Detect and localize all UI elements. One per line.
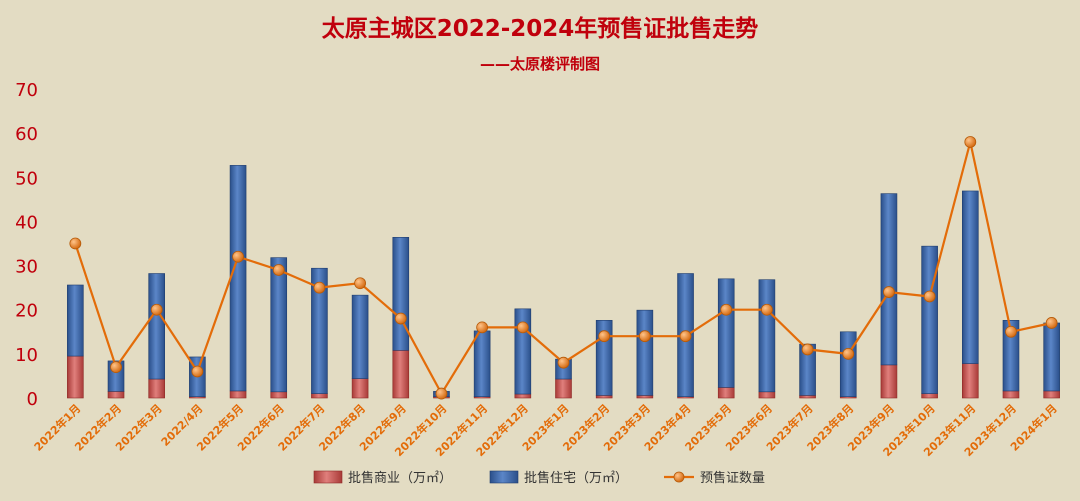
line-point	[679, 330, 692, 343]
line-point	[720, 303, 733, 316]
bar-residential	[758, 279, 776, 393]
x-axis-labels: 2022年1月2022年2月2022年3月2022/4月2022年5月2022年…	[31, 401, 1060, 459]
bar-commercial	[351, 378, 369, 399]
line-point	[842, 347, 855, 360]
bar-commercial	[555, 378, 572, 399]
line-point	[232, 250, 244, 263]
bar-commercial	[392, 350, 410, 399]
line-point	[354, 277, 367, 290]
line-point	[394, 312, 407, 325]
line-point	[191, 365, 204, 378]
bar-commercial	[311, 393, 328, 399]
bar-residential	[270, 257, 288, 393]
bar-residential	[839, 331, 857, 397]
line-permits	[74, 141, 1052, 396]
legend-label-permits: 预售证数量	[700, 470, 765, 486]
bar-residential	[392, 237, 410, 351]
line-point	[313, 281, 326, 294]
bar-residential	[1043, 322, 1060, 392]
legend-label-residential: 批售住宅（万㎡）	[524, 470, 628, 486]
bar-residential	[880, 193, 898, 366]
line-point	[516, 321, 529, 334]
bar-commercial	[799, 395, 816, 399]
line-point	[801, 343, 814, 356]
bar-commercial	[595, 395, 613, 399]
bar-commercial	[270, 391, 288, 399]
chart-title: 太原主城区2022-2024年预售证批售走势	[322, 15, 759, 42]
y-tick-label: 40	[15, 212, 38, 233]
line-point	[69, 237, 82, 250]
bar-commercial	[107, 391, 125, 399]
legend-swatch-residential	[489, 470, 519, 484]
bar-residential	[351, 294, 369, 379]
line-series	[69, 136, 1058, 400]
bar-commercial	[514, 393, 532, 399]
line-point	[557, 356, 570, 369]
line-point	[883, 286, 895, 298]
line-point	[272, 264, 285, 276]
chart-subtitle: ——太原楼评制图	[480, 55, 600, 73]
bar-residential	[636, 309, 654, 396]
legend-label-commercial: 批售商业（万㎡）	[348, 470, 452, 486]
line-point	[1045, 317, 1058, 329]
line-point	[964, 136, 977, 148]
line-point	[150, 303, 163, 316]
bars	[67, 165, 1060, 399]
bar-commercial	[148, 378, 165, 399]
bar-commercial	[880, 364, 898, 399]
line-point	[598, 330, 611, 343]
bar-residential	[311, 267, 328, 394]
bar-residential	[473, 330, 491, 397]
bar-residential	[717, 278, 735, 388]
y-axis: 0 10 20 30 40 50 60 70	[15, 80, 38, 410]
bar-residential	[148, 273, 165, 380]
line-point	[638, 330, 651, 343]
legend-swatch-permits-dot	[673, 471, 685, 483]
y-tick-label: 30	[15, 257, 38, 278]
line-point	[1005, 325, 1017, 338]
line-point	[761, 303, 773, 316]
bar-residential	[67, 284, 84, 357]
bar-residential	[921, 245, 938, 394]
bar-residential	[961, 190, 979, 364]
legend: 批售商业（万㎡） 批售住宅（万㎡） 预售证数量	[313, 470, 765, 486]
bar-residential	[229, 165, 247, 392]
bar-commercial	[717, 387, 735, 399]
y-tick-label: 10	[15, 345, 38, 366]
bar-commercial	[229, 390, 247, 399]
bar-commercial	[758, 391, 776, 399]
bar-commercial	[1002, 390, 1020, 399]
y-tick-label: 0	[27, 389, 38, 410]
y-tick-label: 20	[15, 301, 38, 322]
y-tick-label: 70	[15, 80, 38, 101]
line-point	[923, 290, 936, 303]
bar-residential	[1002, 320, 1020, 392]
line-point	[476, 321, 489, 334]
y-tick-label: 60	[15, 124, 38, 145]
legend-swatch-commercial	[313, 470, 343, 484]
bar-commercial	[67, 355, 84, 399]
bar-commercial	[1043, 390, 1060, 399]
bar-commercial	[636, 395, 654, 399]
line-point	[435, 387, 448, 400]
line-point	[110, 361, 122, 374]
bar-commercial	[921, 393, 938, 399]
bar-commercial	[961, 363, 979, 399]
y-tick-label: 50	[15, 168, 38, 189]
